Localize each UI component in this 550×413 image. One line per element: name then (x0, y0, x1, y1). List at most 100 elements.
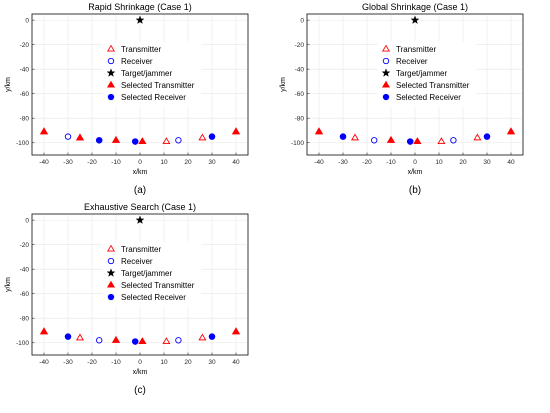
y-tick-label: -100 (16, 140, 29, 147)
legend-label: Selected Transmitter (121, 81, 195, 90)
y-tick-label: -60 (20, 291, 30, 298)
selected-transmitter-point (231, 327, 241, 335)
transmitter-point (350, 133, 360, 141)
x-tick-label: -20 (362, 159, 372, 166)
legend-box (102, 241, 202, 308)
legend-label: Selected Transmitter (396, 81, 470, 90)
x-tick-label: -20 (87, 159, 97, 166)
legend-label: Target/jammer (121, 269, 172, 278)
selected-receiver-point (96, 137, 103, 144)
data-points (314, 15, 516, 145)
legend-label: Selected Receiver (121, 93, 186, 102)
y-axis-label: y/km (5, 77, 12, 92)
selected-transmitter-point (386, 135, 396, 143)
transmitter-point (473, 133, 482, 141)
scatter-chart: Rapid Shrinkage (Case 1)-40 -30 -20 -10 0 10 2… (5, 2, 249, 196)
x-tick-label: 20 (184, 359, 192, 366)
receiver-point (96, 337, 103, 344)
x-tick-label: 0 (138, 359, 142, 366)
selected-transmitter-point (75, 133, 85, 141)
y-tick-label: -40 (20, 66, 30, 73)
x-tick-label: 10 (435, 159, 443, 166)
legend-label: Selected Receiver (396, 93, 461, 102)
legend-label: Transmitter (121, 45, 161, 54)
legend-marker (106, 68, 116, 77)
legend-marker (381, 44, 391, 52)
y-tick-label: -80 (295, 116, 305, 123)
x-tick-label: 10 (160, 359, 168, 366)
transmitter-point (198, 333, 207, 341)
selected-transmitter-point (231, 127, 241, 135)
y-tick-label: -40 (295, 66, 305, 73)
x-tick-label: 0 (413, 159, 417, 166)
x-axis: -40 -30 -20 -10 0 10 20 30 40 (39, 214, 240, 366)
legend: Transmitter Receiver Target/jammer Selected… (102, 241, 202, 308)
x-tick-label: 40 (507, 159, 515, 166)
x-tick-label: -10 (111, 359, 121, 366)
x-tick-label: 30 (483, 159, 491, 166)
selected-receiver-point (208, 133, 216, 140)
legend-marker (382, 57, 390, 65)
x-tick-label: -10 (386, 159, 396, 166)
panel-caption: (b) (409, 185, 421, 196)
receiver-point (450, 137, 457, 144)
y-tick-label: 0 (25, 217, 29, 224)
x-tick-label: 20 (184, 159, 192, 166)
x-tick-label: 20 (459, 159, 467, 166)
y-axis-label: y/km (5, 277, 12, 292)
x-tick-label: 30 (208, 159, 216, 166)
chart-title: Global Shrinkage (Case 1) (362, 2, 468, 12)
legend-marker (381, 68, 391, 77)
legend-marker (106, 268, 116, 277)
x-tick-label: 40 (232, 159, 240, 166)
y-tick-label: -20 (20, 42, 30, 49)
y-axis-label: y/km (280, 77, 287, 92)
y-tick-label: -60 (295, 91, 305, 98)
x-tick-label: -40 (39, 359, 49, 366)
transmitter-point (75, 333, 85, 341)
y-tick-label: 0 (25, 17, 29, 24)
selected-receiver-point (483, 133, 491, 140)
x-tick-label: -40 (39, 159, 49, 166)
legend-box (102, 41, 202, 108)
selected-transmitter-point (413, 137, 422, 145)
chart-panel-b: Global Shrinkage (Case 1) -40 -30 -20 -10 0 10… (275, 0, 550, 205)
legend-marker (107, 257, 115, 265)
y-tick-label: -20 (295, 42, 305, 49)
x-tick-label: -40 (314, 159, 324, 166)
transmitter-point (162, 337, 171, 345)
x-axis-label: x/km (408, 169, 423, 176)
legend-label: Target/jammer (396, 69, 447, 78)
legend-marker (106, 80, 116, 88)
x-axis-label: x/km (133, 369, 148, 376)
selected-transmitter-point (39, 327, 49, 335)
y-tick-label: 0 (300, 17, 304, 24)
legend: Transmitter Receiver Target/jammer Selected… (377, 41, 477, 108)
legend-label: Target/jammer (121, 69, 172, 78)
chart-panel-c: Exhaustive Search (Case 1) -40 -30 -20 -10 0 1… (0, 200, 275, 405)
selected-receiver-point (64, 333, 72, 340)
legend-label: Selected Receiver (121, 293, 186, 302)
x-tick-label: 40 (232, 359, 240, 366)
legend-marker (107, 93, 115, 101)
x-tick-label: -30 (338, 159, 348, 166)
legend-marker (107, 57, 115, 65)
transmitter-point (198, 133, 207, 141)
data-points (39, 215, 241, 345)
chart-title: Exhaustive Search (Case 1) (84, 202, 196, 212)
legend-marker (107, 293, 115, 301)
legend-label: Transmitter (121, 245, 161, 254)
selected-transmitter-point (506, 127, 516, 135)
selected-receiver-point (407, 138, 414, 145)
chart-panel-a: Rapid Shrinkage (Case 1) -40 -30 -20 -10 0 10 2… (0, 0, 275, 205)
panel-caption: (c) (134, 385, 146, 396)
target-jammer-point (135, 15, 145, 24)
legend-label: Receiver (121, 57, 153, 66)
legend-marker (106, 44, 116, 52)
legend-label: Receiver (396, 57, 428, 66)
legend-marker (106, 280, 116, 288)
y-tick-label: -100 (16, 340, 29, 347)
receiver-point (175, 337, 182, 344)
legend-box (377, 41, 477, 108)
x-tick-label: 10 (160, 159, 168, 166)
